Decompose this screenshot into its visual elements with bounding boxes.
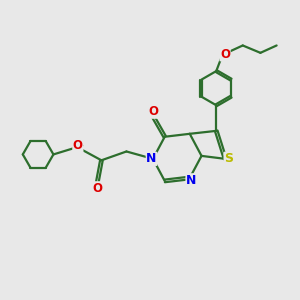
Text: O: O: [220, 48, 230, 61]
Text: S: S: [224, 152, 233, 165]
Text: O: O: [73, 139, 83, 152]
Text: O: O: [92, 182, 102, 195]
Text: O: O: [148, 105, 158, 118]
Text: N: N: [186, 174, 196, 187]
Text: N: N: [146, 152, 157, 165]
